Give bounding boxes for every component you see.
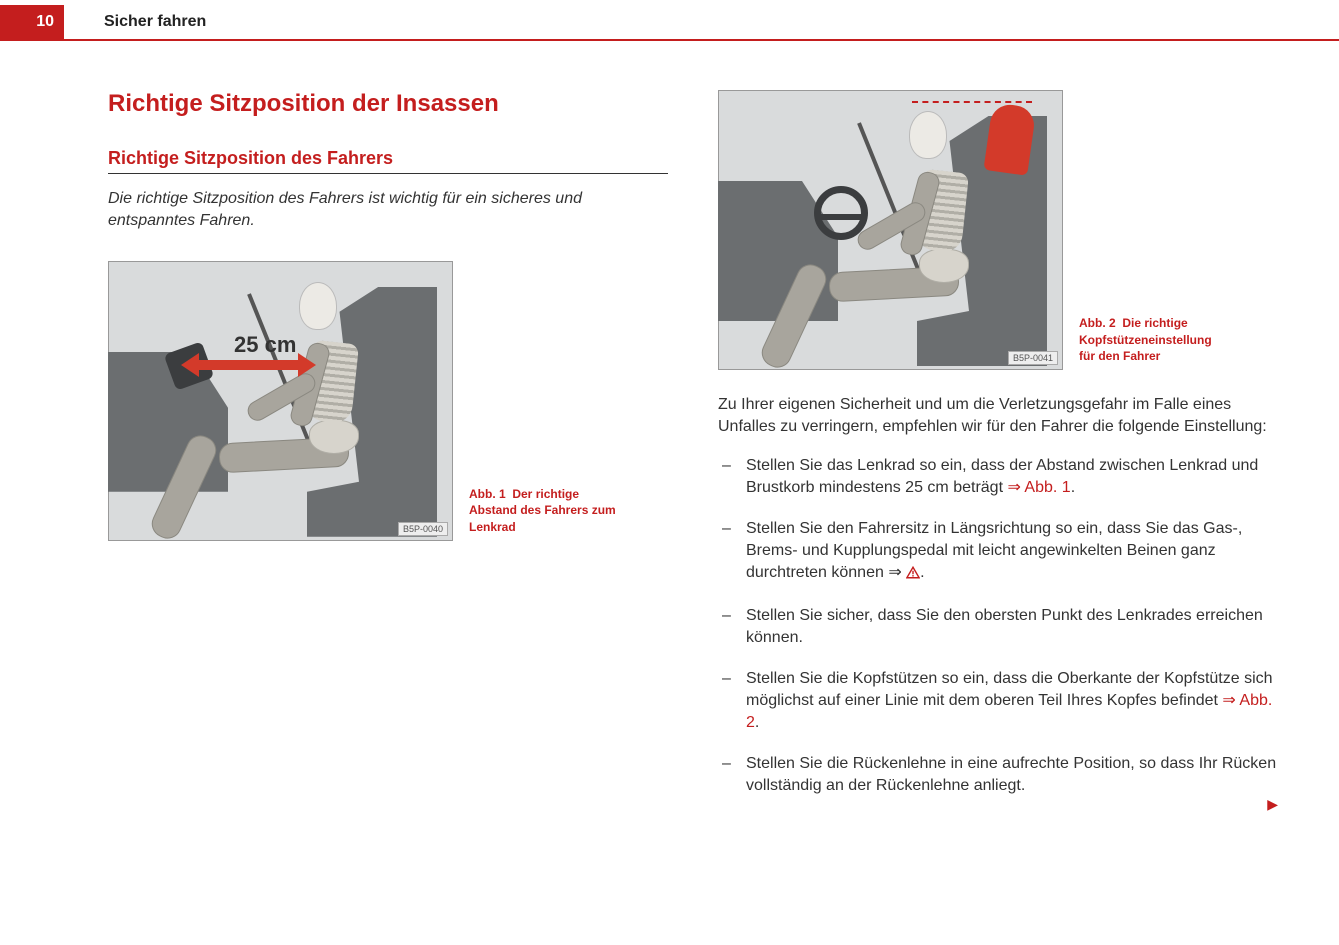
instruction-1-text-b: . [1071,479,1075,496]
figure-1-block: 25 cm B5P-0040 Abb. 1 Der richtige Absta… [108,261,668,541]
figure-2-illustration: B5P-0041 [718,90,1063,370]
main-heading: Richtige Sitzposition der Insassen [108,90,668,118]
page-number: 10 [36,13,54,31]
intro-paragraph: Die richtige Sitzposition des Fahrers is… [108,188,668,233]
figure-2-caption-prefix: Abb. 2 [1079,316,1116,330]
instruction-4-text-b: . [755,714,759,731]
figure-2-block: B5P-0041 Abb. 2 Die richtige Kopfstützen… [718,90,1278,370]
lead-paragraph: Zu Ihrer eigenen Sicherheit und um die V… [718,394,1278,439]
figure-2-code: B5P-0041 [1008,351,1058,365]
figure-1-illustration: 25 cm B5P-0040 [108,261,453,541]
instruction-2-text-b: . [920,564,924,581]
figure-1-caption-prefix: Abb. 1 [469,487,506,501]
instruction-4-text-a: Stellen Sie die Kopfstützen so ein, dass… [746,670,1273,709]
sub-heading: Richtige Sitzposition des Fahrers [108,148,668,174]
figure-2-caption: Abb. 2 Die richtige Kopfstützeneinstellu… [1079,315,1229,370]
section-title: Sicher fahren [104,13,206,31]
instruction-2-text-a: Stellen Sie den Fahrersitz in Längsricht… [746,520,1242,582]
page-header: 10 Sicher fahren [0,5,1339,39]
page-number-box: 10 [0,5,64,39]
instruction-item-4: Stellen Sie die Kopfstützen so ein, dass… [718,668,1278,735]
instruction-1-text-a: Stellen Sie das Lenkrad so ein, dass der… [746,457,1258,496]
figure-1-code: B5P-0040 [398,522,448,536]
instruction-list: Stellen Sie das Lenkrad so ein, dass der… [718,455,1278,798]
header-underline [0,39,1339,41]
instruction-item-3: Stellen Sie sicher, dass Sie den oberste… [718,605,1278,650]
warning-triangle-icon[interactable] [906,564,920,586]
continue-arrow-icon[interactable]: ▶ [1267,796,1278,813]
left-column: Richtige Sitzposition der Insassen Richt… [108,90,668,815]
instruction-item-1: Stellen Sie das Lenkrad so ein, dass der… [718,455,1278,500]
distance-arrow-icon [181,350,316,380]
instruction-item-2: Stellen Sie den Fahrersitz in Längsricht… [718,518,1278,587]
right-column: B5P-0041 Abb. 2 Die richtige Kopfstützen… [718,90,1278,815]
ref-link-abb1[interactable]: ⇒ Abb. 1 [1007,479,1070,496]
page-content: Richtige Sitzposition der Insassen Richt… [108,90,1279,815]
instruction-item-5: Stellen Sie die Rückenlehne in eine aufr… [718,753,1278,798]
figure-1-caption: Abb. 1 Der richtige Abstand des Fahrers … [469,486,619,541]
